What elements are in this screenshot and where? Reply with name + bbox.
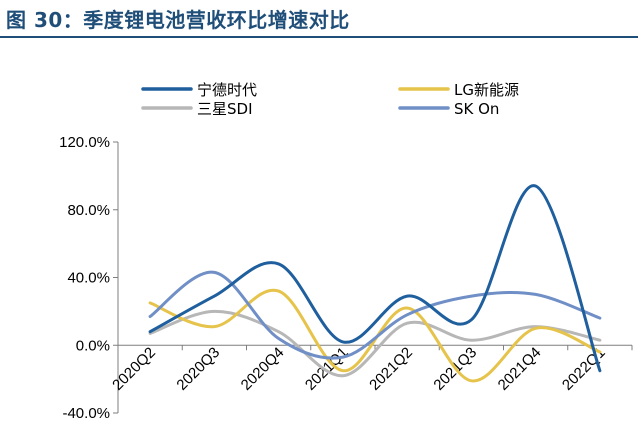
series-line	[148, 309, 602, 378]
y-tick-label: 80.0%	[67, 202, 110, 219]
x-tick-label: 2021Q4	[495, 344, 545, 394]
x-tick-label: 2020Q4	[238, 344, 288, 394]
figure-title: 图 30：季度锂电池营收环比增速对比	[6, 8, 350, 32]
x-tick-label: 2020Q2	[109, 344, 159, 394]
y-tick-label: 120.0%	[59, 134, 110, 151]
x-tick-label: 2020Q3	[173, 344, 223, 394]
y-tick-label: -40.0%	[62, 405, 110, 422]
legend-label: 三星SDI	[197, 100, 253, 118]
chart-series	[148, 184, 602, 383]
x-tick-label: 2021Q1	[302, 344, 352, 394]
legend-label: SK On	[454, 100, 499, 118]
legend-label: LG新能源	[454, 81, 519, 99]
series-line	[148, 270, 602, 360]
y-tick-label: 40.0%	[67, 270, 110, 287]
y-tick-label: 0.0%	[76, 337, 110, 354]
series-line	[148, 184, 602, 373]
legend-label: 宁德时代	[197, 81, 257, 99]
title-bar: 图 30：季度锂电池营收环比增速对比	[0, 0, 638, 38]
chart-axes: 120.0% 80.0% 40.0% 0.0% -40.0% 2020Q2 2020Q3 20…	[59, 134, 633, 422]
